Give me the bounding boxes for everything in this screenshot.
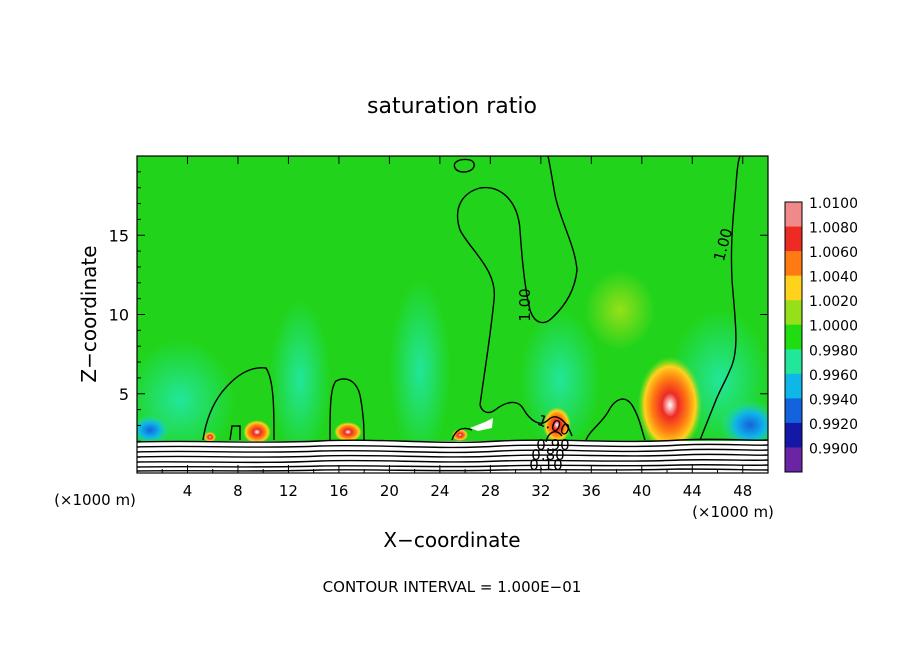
x-tick-label: 12: [279, 482, 298, 500]
colorbar-label: 1.0040: [809, 270, 858, 286]
blue-region: [720, 400, 768, 450]
colorbar-label: 0.9920: [809, 417, 858, 433]
colorbar-swatch: [785, 447, 802, 473]
contour-label: 0.90: [536, 436, 569, 454]
colorbar-label: 1.0020: [809, 294, 858, 310]
cyan-region: [390, 280, 450, 460]
colorbar-swatch: [785, 275, 802, 301]
colorbar-swatch: [785, 324, 802, 350]
x-tick-label: 36: [582, 482, 601, 500]
x-tick-label: 44: [683, 482, 702, 500]
colorbar-swatch: [785, 349, 802, 375]
colorbar-swatch: [785, 226, 802, 252]
chart-title: saturation ratio: [367, 94, 537, 119]
warm-region: [204, 432, 216, 442]
colorbar: 1.0100 1.0080 1.0060 1.0040 1.0020 1.0000 0.99…: [784, 196, 858, 473]
colorbar-swatch: [785, 398, 802, 424]
warm-region: [638, 357, 702, 453]
y-tick-label: 15: [109, 226, 129, 245]
colorbar-label: 0.9900: [809, 441, 858, 457]
contour-label: 1.00: [516, 288, 534, 321]
y-axis-label: Z−coordinate: [77, 245, 101, 382]
x-axis: 4 8 12 16 20 24 28 32 36 40 44 48: [161, 156, 752, 500]
warm-region: [334, 422, 362, 442]
x-tick-label: 28: [481, 482, 500, 500]
y-tick-label: 5: [119, 385, 129, 404]
colorbar-swatch: [785, 373, 802, 399]
contour-label: 0.80: [531, 446, 564, 464]
colorbar-label: 1.0000: [809, 319, 858, 335]
colorbar-label: 1.0100: [809, 196, 858, 212]
colorbar-swatch: [785, 422, 802, 448]
colorbar-frame: [784, 201, 803, 473]
x-tick-label: 24: [430, 482, 449, 500]
colorbar-label: 0.9940: [809, 392, 858, 408]
x-axis-unit-left: (×1000 m): [54, 491, 136, 509]
x-tick-label: 8: [233, 482, 243, 500]
x-tick-label: 16: [329, 482, 348, 500]
x-tick-label: 4: [183, 482, 193, 500]
colorbar-label: 1.0060: [809, 245, 858, 261]
ygreen-region: [585, 270, 655, 350]
x-axis-label: X−coordinate: [383, 528, 520, 552]
contour-label: 0.10: [529, 456, 562, 474]
cyan-region: [270, 300, 330, 460]
colorbar-swatch: [785, 202, 802, 228]
x-axis-unit-right: (×1000 m): [692, 503, 774, 521]
y-tick-label: 10: [109, 306, 129, 325]
contour-lines: [137, 156, 768, 472]
x-tick-label: 48: [733, 482, 752, 500]
colorbar-label: 0.9980: [809, 343, 858, 359]
blue-region: [137, 415, 170, 445]
cyan-region: [520, 310, 600, 450]
footer-contour-interval: CONTOUR INTERVAL = 1.000E−01: [323, 578, 582, 596]
colorbar-label: 1.0080: [809, 221, 858, 237]
x-tick-label: 20: [380, 482, 399, 500]
colorbar-swatch: [785, 251, 802, 277]
colorbar-swatch: [785, 300, 802, 326]
heatmap-field: 1.00 1.00 1.00 0.90 0.80 0.10: [137, 156, 768, 474]
x-tick-label: 32: [531, 482, 550, 500]
cloud-patch: [470, 418, 493, 431]
y-axis: 5 10 15: [109, 171, 768, 458]
warm-region: [243, 420, 271, 444]
x-tick-label: 40: [632, 482, 651, 500]
colorbar-label: 0.9960: [809, 368, 858, 384]
